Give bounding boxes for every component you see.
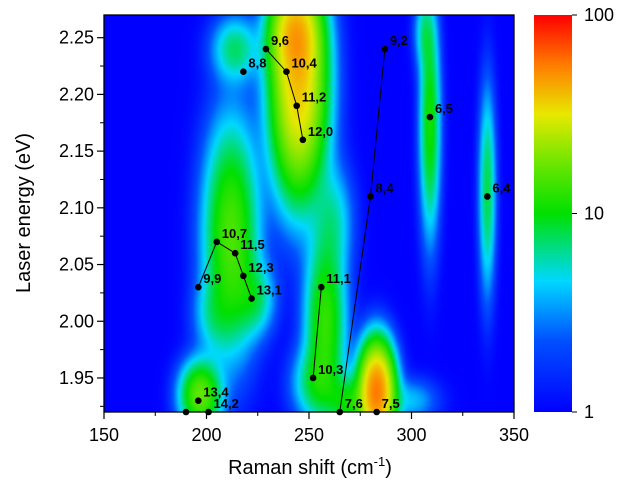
family-line-1 <box>216 241 253 299</box>
point-label-11-1: 11,1 <box>326 271 351 286</box>
y-tick-label: 2.10 <box>59 198 94 218</box>
x-tick-label: 150 <box>89 425 119 445</box>
point-label-11-5: 11,5 <box>240 237 265 252</box>
y-tick-label: 2.00 <box>59 311 94 331</box>
point-label-11-2: 11,2 <box>302 90 327 105</box>
point-label-13-1: 13,1 <box>257 283 282 298</box>
point-12-0 <box>299 136 307 144</box>
x-tick-label: 200 <box>191 425 221 445</box>
colorbar-tick-label: 100 <box>584 5 614 25</box>
point-label-9-6: 9,6 <box>271 33 289 48</box>
point-label-10-3: 10,3 <box>318 362 343 377</box>
point-12-3 <box>240 272 247 280</box>
point-8-4 <box>367 193 374 200</box>
x-tick-label: 350 <box>499 425 529 445</box>
point-6-4 <box>484 193 491 200</box>
y-tick-label: 2.25 <box>59 28 94 48</box>
y-tick-label: 1.95 <box>59 368 94 388</box>
point-label-13-4: 13,4 <box>203 385 229 400</box>
point-9-2 <box>381 45 389 53</box>
family-line-2 <box>197 241 218 288</box>
x-axis: 150 200 250 300 350 <box>89 412 529 445</box>
point-13-4 <box>195 397 202 404</box>
point-label-6-4: 6,4 <box>492 180 511 195</box>
colorbar-tick-label: 1 <box>584 402 594 422</box>
colorbar-gradient <box>534 15 572 412</box>
point-9-9 <box>195 283 202 291</box>
data-points: 9,6 8,8 10,4 11,2 12,0 9,2 6,5 8,4 6,4 10,711,5 12… <box>182 33 511 416</box>
plot-area <box>104 15 514 412</box>
point-label-10-4: 10,4 <box>291 56 317 71</box>
colorbar: 1 10 100 <box>534 5 614 422</box>
point-label-7-5: 7,5 <box>382 396 400 411</box>
x-tick-label: 300 <box>396 425 426 445</box>
colorbar-ticks: 1 10 100 <box>572 5 614 422</box>
point-label-8-4: 8,4 <box>376 180 395 195</box>
point-label-12-0: 12,0 <box>308 124 333 139</box>
point-label-12-3: 12,3 <box>248 260 273 275</box>
point-label-7-6: 7,6 <box>345 396 363 411</box>
family-line-3 <box>312 287 322 379</box>
point-label-14-2: 14,2 <box>214 396 239 411</box>
point-10-3 <box>309 374 317 382</box>
y-tick-label: 2.20 <box>59 84 94 104</box>
y-axis-title: Laser energy (eV) <box>13 133 35 293</box>
point-11-2 <box>293 102 301 110</box>
point-label-6-5: 6,5 <box>435 101 453 116</box>
x-tick-label: 250 <box>294 425 324 445</box>
point-label-8-8: 8,8 <box>248 56 266 71</box>
point-label-9-9: 9,9 <box>203 271 221 286</box>
point-11-1 <box>318 283 325 291</box>
point-6-5 <box>426 113 434 121</box>
point-label-10-7: 10,7 <box>222 226 247 241</box>
colorbar-tick-label: 10 <box>584 204 604 224</box>
point-10-7 <box>213 238 221 246</box>
y-axis: 1.95 2.00 2.05 2.10 2.15 2.20 2.25 <box>59 28 104 407</box>
point-label-9-2: 9,2 <box>390 33 408 48</box>
x-axis-title: Raman shift (cm-1) <box>228 454 392 479</box>
intensity-heatmap <box>104 15 514 412</box>
y-tick-label: 2.05 <box>59 255 94 275</box>
point-9-6 <box>262 45 270 53</box>
point-13-1 <box>248 295 255 302</box>
y-tick-label: 2.15 <box>59 141 94 161</box>
point-8-8 <box>240 68 247 76</box>
point-10-4 <box>283 68 290 76</box>
family-line-0 <box>265 48 304 140</box>
point-11-5 <box>231 249 239 257</box>
